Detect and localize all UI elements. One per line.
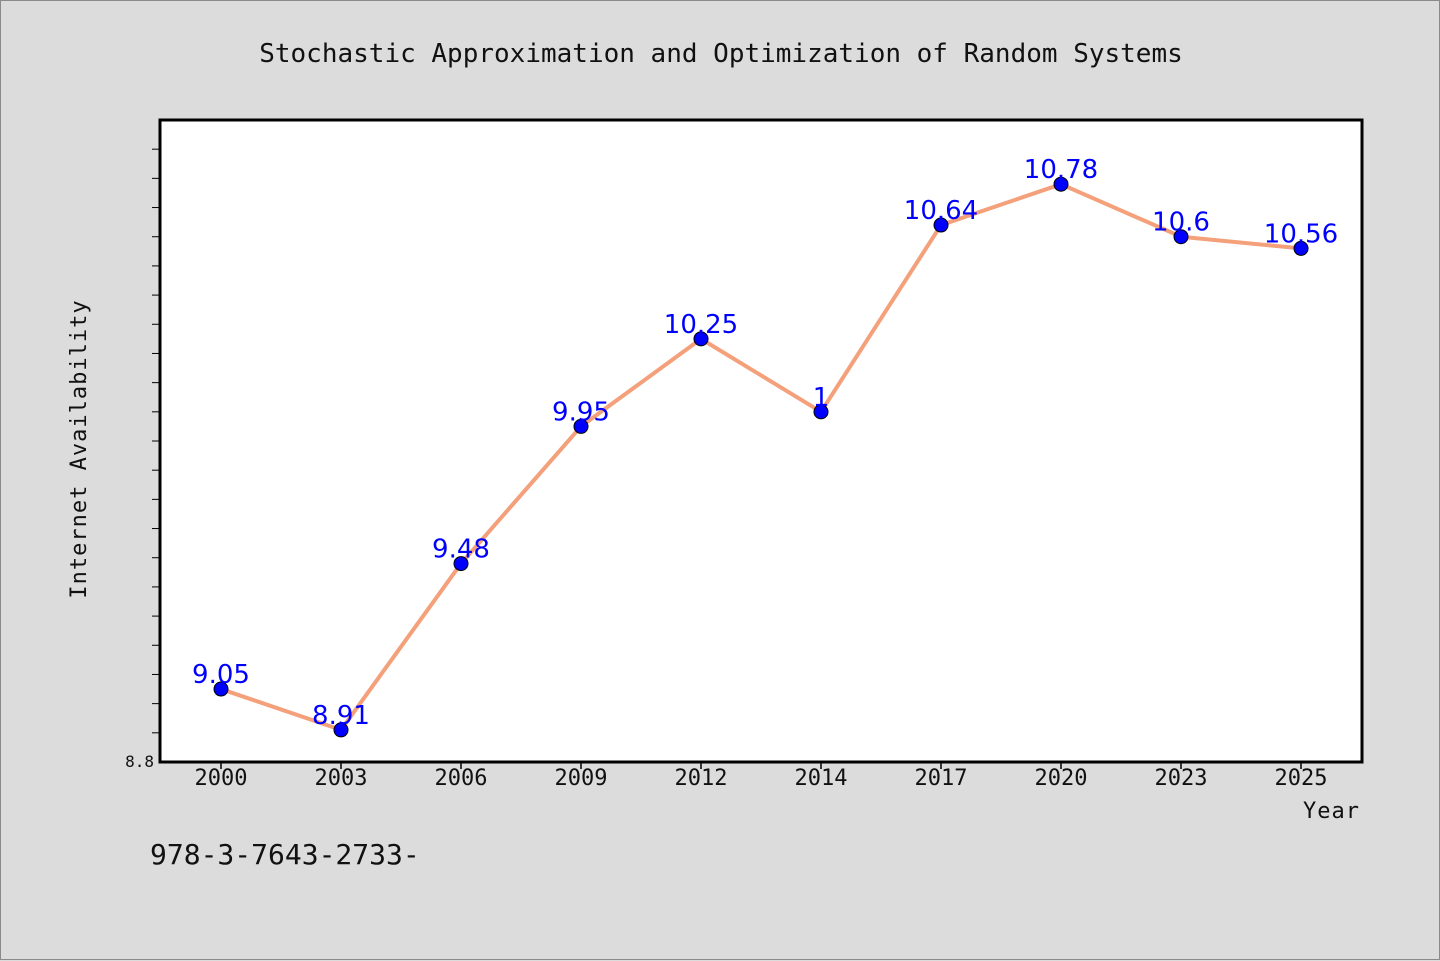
x-tick-label: 2017 [915,766,968,791]
data-point [1053,176,1069,192]
data-point [453,556,469,572]
data-label: 10.25 [664,310,738,340]
x-tick-label: 2014 [795,766,848,791]
x-axis-label: Year [1303,799,1360,824]
data-point [213,681,229,697]
x-tick-label: 2023 [1155,766,1208,791]
x-tick-label: 2003 [315,766,368,791]
data-label: 10.6 [1152,208,1210,238]
data-label: 1 [813,383,830,413]
x-tick-label: 2012 [675,766,728,791]
x-tick-label: 2025 [1275,766,1328,791]
data-label: 9.05 [192,660,250,690]
data-point [573,418,589,434]
data-point [933,217,949,233]
x-tick-label: 2006 [435,766,488,791]
y-axis-tick-labels: 8.8 [125,752,154,771]
data-labels: 9.05 8.91 9.48 9.95 10.25 1 10.64 10.78 10.6 10.5… [192,155,1338,731]
data-label: 8.91 [312,701,370,731]
x-axis-tick-labels: 2000 2003 2006 2009 2012 2014 2017 2020 2023 2025 [195,766,1328,791]
footer-text: 978-3-7643-2733- [150,838,420,871]
data-label: 10.56 [1264,219,1338,249]
y-axis-label: Internet Availability [67,299,92,598]
data-point [813,404,829,420]
series-line-group [220,182,1302,732]
y-tick-label: 8.8 [125,752,154,771]
data-label: 10.64 [904,196,978,226]
x-axis-ticks [220,762,1302,769]
series-line [220,182,1302,732]
x-tick-label: 2020 [1035,766,1088,791]
data-label: 10.78 [1024,155,1098,185]
data-label: 9.48 [432,535,490,565]
x-tick-label: 2009 [555,766,608,791]
chart-title: Stochastic Approximation and Optimizatio… [259,39,1183,69]
series-markers [213,176,1309,738]
x-tick-label: 2000 [195,766,248,791]
data-point [1293,240,1309,256]
data-point [1173,229,1189,245]
data-label: 9.95 [552,397,610,427]
y-axis-ticks [152,148,160,734]
data-point [333,722,349,738]
data-point [693,331,709,347]
